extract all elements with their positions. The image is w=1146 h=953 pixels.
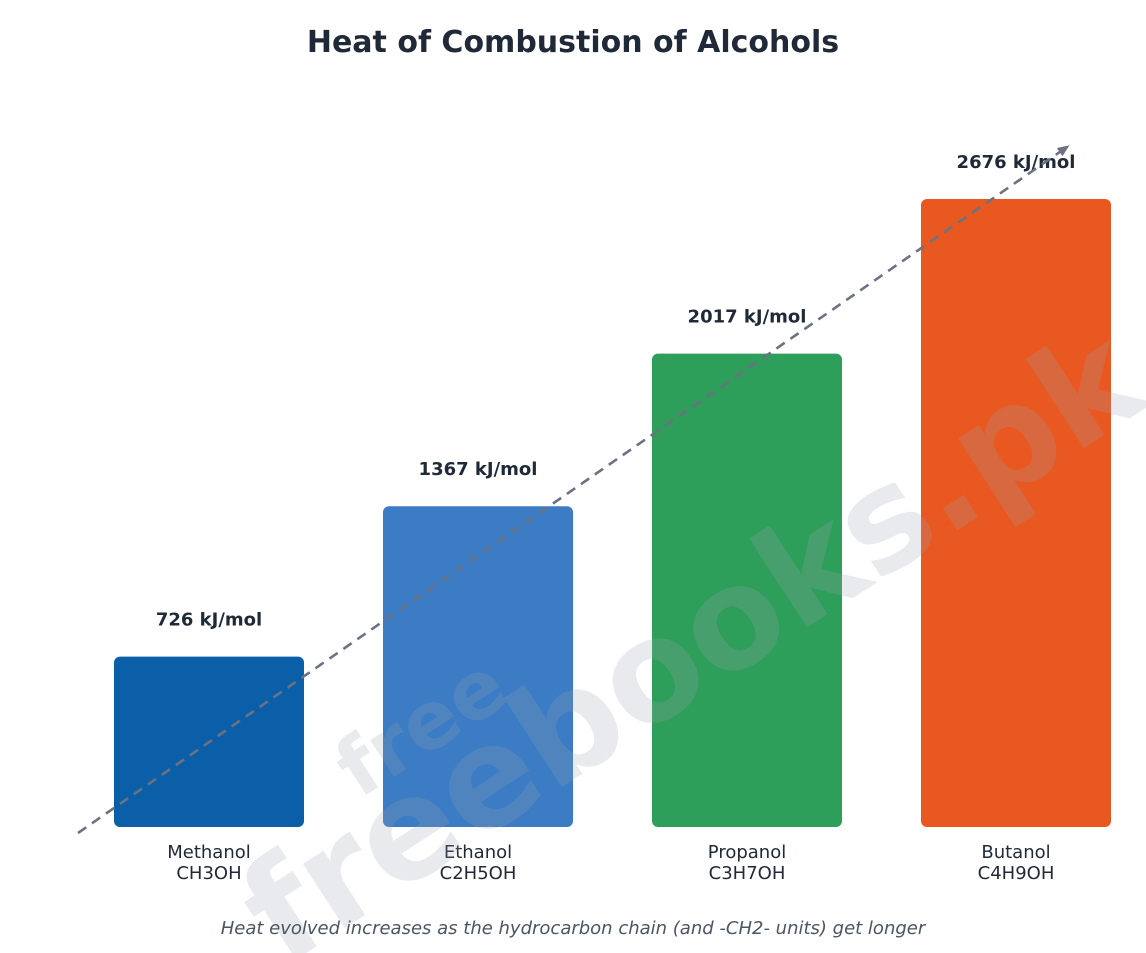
value-label-methanol: 726 kJ/mol [156,610,262,631]
formula-label-methanol: CH3OH [176,863,241,884]
category-label-butanol: Butanol [981,842,1050,863]
bar-ethanol [383,506,573,827]
category-label-methanol: Methanol [167,842,251,863]
value-labels-layer: 726 kJ/mol 1367 kJ/mol 2017 kJ/mol 2676 kJ/… [156,152,1076,631]
category-label-ethanol: Ethanol [444,842,512,863]
value-label-ethanol: 1367 kJ/mol [419,459,538,480]
bar-propanol [652,353,842,827]
chart-caption: Heat evolved increases as the hydrocarbo… [221,918,927,939]
bar-butanol [921,199,1111,827]
formula-label-ethanol: C2H5OH [440,863,517,884]
formula-label-propanol: C3H7OH [709,863,786,884]
bars-layer [114,199,1111,827]
chart-title: Heat of Combustion of Alcohols [307,25,839,60]
category-label-propanol: Propanol [708,842,786,863]
value-label-propanol: 2017 kJ/mol [688,307,807,328]
value-label-butanol: 2676 kJ/mol [957,152,1076,173]
trend-arrow-line [77,145,1070,835]
formula-label-butanol: C4H9OH [978,863,1055,884]
